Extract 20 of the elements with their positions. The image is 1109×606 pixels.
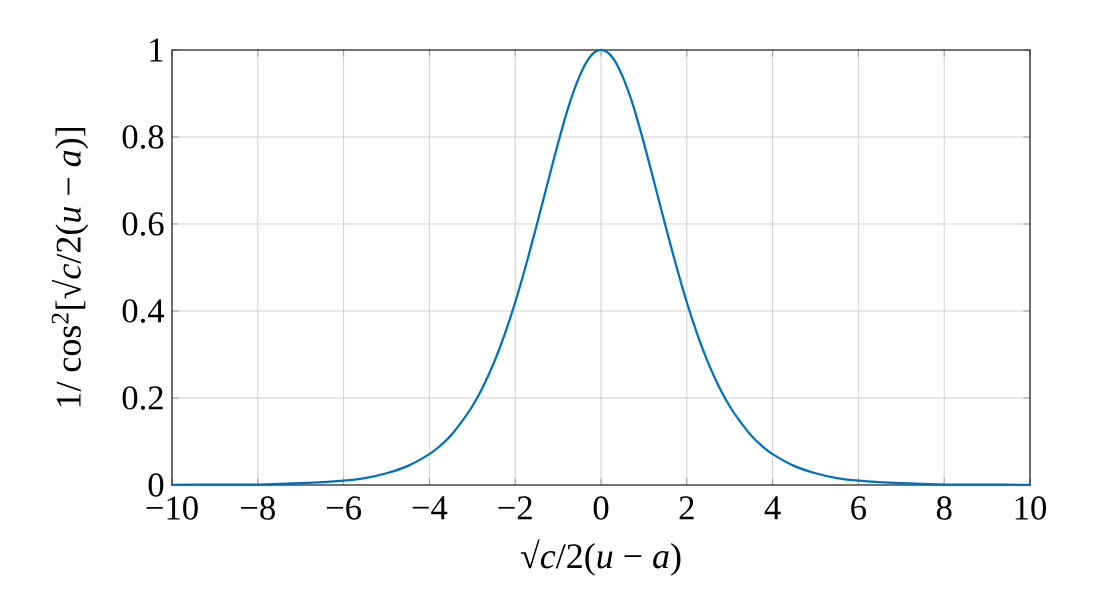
x-tick-label: −8 [241, 496, 275, 520]
text: 1/ cos$^{2}$[√c/2(u − a)] [51, 128, 89, 407]
y-tick-label: 0.4 [122, 299, 165, 323]
y-tick-label: 1 [150, 38, 163, 62]
x-tick-label: 6 [851, 496, 867, 520]
x-tick-label: −2 [498, 496, 532, 520]
x-tick-label: 4 [764, 496, 781, 520]
x-tick-label: −4 [412, 496, 448, 520]
y-tick-label: 0 [148, 473, 164, 497]
y-tick-label: 0.6 [122, 212, 164, 236]
y-tick-label: 0.8 [122, 125, 164, 149]
y-tick-label: 0.2 [122, 386, 163, 410]
x-tick-label: 10 [1015, 496, 1047, 520]
x-tick-label: −10 [146, 496, 198, 520]
x-tick-label: 2 [679, 496, 694, 520]
x-tick-label: 0 [593, 496, 609, 520]
x-axis-title: √c/2(u − a) [520, 539, 681, 576]
x-tick-label: 8 [936, 496, 952, 520]
x-tick-label: −6 [326, 496, 362, 520]
line-series [170, 48, 1032, 487]
